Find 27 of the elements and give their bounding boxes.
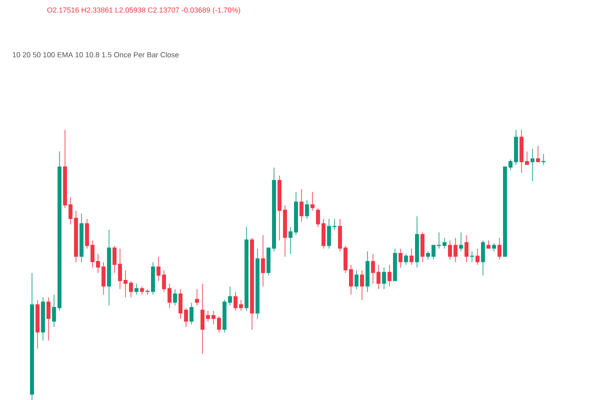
candlestick — [498, 237, 502, 260]
candlestick — [360, 270, 364, 300]
candlestick — [410, 248, 414, 266]
candlestick — [530, 148, 534, 182]
candlestick — [481, 240, 485, 276]
candlestick — [354, 270, 358, 290]
candlestick — [470, 250, 474, 262]
candlestick — [542, 154, 546, 166]
candlestick — [261, 234, 265, 287]
candlestick — [459, 232, 463, 252]
candlestick — [536, 145, 540, 162]
candlestick — [492, 242, 496, 252]
candlestick — [476, 248, 480, 266]
candlestick — [134, 283, 138, 295]
candlestick — [382, 267, 386, 290]
candlestick — [190, 302, 194, 324]
candlestick — [173, 288, 177, 306]
candlestick — [388, 264, 392, 287]
candlestick — [310, 191, 314, 211]
candlestick — [195, 288, 199, 306]
candlestick — [300, 188, 304, 222]
candlestick — [464, 234, 468, 262]
candlestick — [404, 254, 408, 266]
candlestick — [420, 232, 424, 262]
candlestick — [305, 200, 309, 220]
candlestick — [46, 296, 50, 341]
candlestick — [398, 248, 402, 268]
